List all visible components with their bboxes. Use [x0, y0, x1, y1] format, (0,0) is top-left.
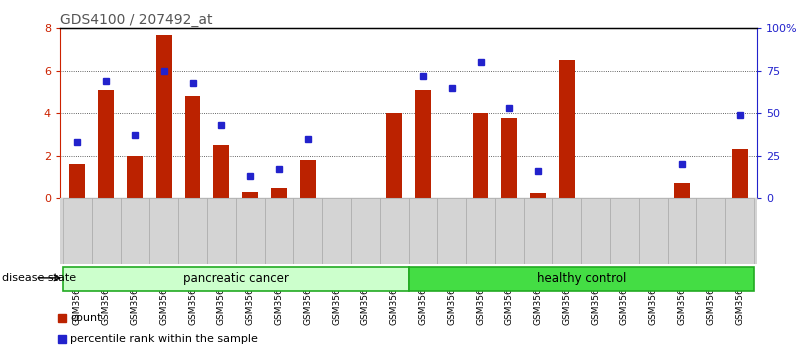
Bar: [553, 198, 582, 264]
Bar: [725, 198, 754, 264]
Bar: [322, 198, 351, 264]
Bar: [674, 183, 690, 198]
Bar: [264, 198, 293, 264]
Bar: [184, 96, 200, 198]
Bar: [213, 145, 229, 198]
Bar: [466, 198, 495, 264]
Bar: [732, 149, 747, 198]
Bar: [530, 193, 546, 198]
Bar: [127, 156, 143, 198]
Bar: [242, 192, 258, 198]
Bar: [293, 198, 322, 264]
Bar: [63, 198, 92, 264]
Text: GDS4100 / 207492_at: GDS4100 / 207492_at: [60, 13, 212, 27]
Text: healthy control: healthy control: [537, 272, 626, 285]
Bar: [271, 188, 287, 198]
Bar: [437, 198, 466, 264]
Bar: [63, 267, 409, 291]
Bar: [235, 198, 264, 264]
Text: disease state: disease state: [2, 273, 76, 283]
Text: percentile rank within the sample: percentile rank within the sample: [70, 334, 258, 344]
Bar: [697, 198, 725, 264]
Bar: [70, 164, 85, 198]
Bar: [178, 198, 207, 264]
Bar: [582, 198, 610, 264]
Bar: [559, 60, 575, 198]
Bar: [409, 267, 754, 291]
Bar: [207, 198, 235, 264]
Bar: [300, 160, 316, 198]
Bar: [639, 198, 668, 264]
Bar: [610, 198, 639, 264]
Bar: [156, 35, 171, 198]
Bar: [668, 198, 697, 264]
Bar: [120, 198, 149, 264]
Bar: [473, 113, 489, 198]
Bar: [501, 118, 517, 198]
Text: count: count: [70, 313, 102, 323]
Bar: [351, 198, 380, 264]
Bar: [149, 198, 178, 264]
Bar: [99, 90, 114, 198]
Bar: [415, 90, 431, 198]
Bar: [92, 198, 120, 264]
Bar: [380, 198, 409, 264]
Bar: [524, 198, 553, 264]
Bar: [386, 113, 402, 198]
Text: pancreatic cancer: pancreatic cancer: [183, 272, 288, 285]
Bar: [409, 198, 437, 264]
Bar: [495, 198, 524, 264]
